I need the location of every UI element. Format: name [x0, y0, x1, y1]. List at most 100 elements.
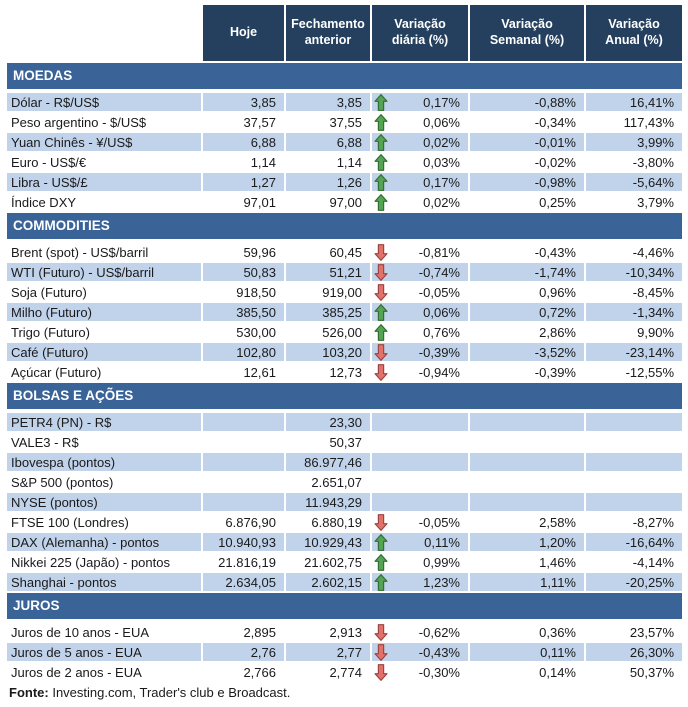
table-row: DAX (Alemanha) - pontos 10.940,93 10.929,4…	[7, 533, 682, 551]
cell-variacao-diaria: 0,02%	[372, 133, 470, 151]
cell-hoje: 97,01	[203, 193, 286, 211]
row-label: PETR4 (PN) - R$	[7, 413, 203, 431]
row-label: Dólar - R$/US$	[7, 93, 203, 111]
cell-variacao-anual: -1,34%	[586, 303, 682, 321]
cell-variacao-anual: 3,79%	[586, 193, 682, 211]
variacao-diaria-value: -0,74%	[418, 264, 460, 280]
cell-fechamento-anterior: 97,00	[286, 193, 372, 211]
cell-variacao-diaria: -0,05%	[372, 513, 470, 531]
cell-variacao-diaria: -0,39%	[372, 343, 470, 361]
row-label: Brent (spot) - US$/barril	[7, 243, 203, 261]
cell-fechamento-anterior: 919,00	[286, 283, 372, 301]
cell-hoje: 1,14	[203, 153, 286, 171]
table-row: NYSE (pontos) 11.943,29	[7, 493, 682, 511]
table-header-row: Hoje Fechamento anterior Variação diária…	[7, 5, 682, 61]
header-variacao-semanal: Variação Semanal (%)	[470, 5, 586, 61]
cell-variacao-anual: 3,99%	[586, 133, 682, 151]
source-label: Fonte:	[9, 685, 49, 700]
table-row: Trigo (Futuro) 530,00 526,00 0,76% 2,86% 9,90…	[7, 323, 682, 341]
cell-variacao-semanal: -0,39%	[470, 363, 586, 381]
header-fechamento-anterior: Fechamento anterior	[286, 5, 372, 61]
row-label: VALE3 - R$	[7, 433, 203, 451]
trend-indicator	[374, 363, 388, 381]
up-arrow-icon	[374, 173, 388, 191]
trend-indicator	[374, 533, 388, 551]
table-row: Soja (Futuro) 918,50 919,00 -0,05% 0,96% -8,4…	[7, 283, 682, 301]
trend-indicator	[374, 193, 388, 211]
down-arrow-icon	[374, 513, 388, 531]
table-row: Juros de 5 anos - EUA 2,76 2,77 -0,43% 0,11%…	[7, 643, 682, 661]
row-label: FTSE 100 (Londres)	[7, 513, 203, 531]
up-arrow-icon	[374, 533, 388, 551]
up-arrow-icon	[374, 553, 388, 571]
cell-variacao-diaria: -0,30%	[372, 663, 470, 681]
cell-fechamento-anterior: 60,45	[286, 243, 372, 261]
cell-variacao-anual: -20,25%	[586, 573, 682, 591]
row-label: Juros de 2 anos - EUA	[7, 663, 203, 681]
cell-hoje: 50,83	[203, 263, 286, 281]
cell-fechamento-anterior: 37,55	[286, 113, 372, 131]
row-label: Juros de 5 anos - EUA	[7, 643, 203, 661]
table-row: Açúcar (Futuro) 12,61 12,73 -0,94% -0,39% -12…	[7, 363, 682, 381]
cell-fechamento-anterior: 1,26	[286, 173, 372, 191]
cell-variacao-anual: -12,55%	[586, 363, 682, 381]
variacao-diaria-value: -0,05%	[418, 514, 460, 530]
cell-variacao-anual	[586, 413, 682, 431]
section-header-commodities: COMMODITIES	[7, 213, 682, 239]
row-label: Libra - US$/£	[7, 173, 203, 191]
cell-variacao-semanal	[470, 453, 586, 471]
cell-hoje	[203, 413, 286, 431]
trend-indicator	[374, 454, 388, 471]
cell-variacao-diaria: -0,43%	[372, 643, 470, 661]
table-row: Dólar - R$/US$ 3,85 3,85 0,17% -0,88% 16,41%	[7, 93, 682, 111]
cell-variacao-semanal: -0,43%	[470, 243, 586, 261]
cell-variacao-semanal	[470, 473, 586, 491]
cell-variacao-anual: -8,45%	[586, 283, 682, 301]
cell-variacao-semanal	[470, 413, 586, 431]
table-row: Ibovespa (pontos) 86.977,46	[7, 453, 682, 471]
down-arrow-icon	[374, 623, 388, 641]
trend-indicator	[374, 414, 388, 431]
cell-hoje: 2,766	[203, 663, 286, 681]
variacao-diaria-value: 0,06%	[423, 114, 460, 130]
section-header-moedas: MOEDAS	[7, 63, 682, 89]
cell-variacao-anual	[586, 473, 682, 491]
row-label: Juros de 10 anos - EUA	[7, 623, 203, 641]
cell-variacao-diaria: 0,76%	[372, 323, 470, 341]
cell-variacao-semanal: -0,98%	[470, 173, 586, 191]
cell-hoje: 2.634,05	[203, 573, 286, 591]
row-label: Nikkei 225 (Japão) - pontos	[7, 553, 203, 571]
up-arrow-icon	[374, 193, 388, 211]
cell-variacao-anual: -16,64%	[586, 533, 682, 551]
trend-indicator	[374, 474, 388, 491]
table-row: Brent (spot) - US$/barril 59,96 60,45 -0,81…	[7, 243, 682, 261]
variacao-diaria-value: 0,11%	[424, 534, 460, 550]
table-row: Juros de 2 anos - EUA 2,766 2,774 -0,30% 0,1…	[7, 663, 682, 681]
cell-variacao-anual: 23,57%	[586, 623, 682, 641]
cell-variacao-anual: 50,37%	[586, 663, 682, 681]
cell-variacao-anual	[586, 493, 682, 511]
trend-indicator	[374, 434, 388, 451]
cell-fechamento-anterior: 6.880,19	[286, 513, 372, 531]
cell-variacao-anual: -3,80%	[586, 153, 682, 171]
table-row: Shanghai - pontos 2.634,05 2.602,15 1,23% 1,…	[7, 573, 682, 591]
cell-variacao-anual	[586, 433, 682, 451]
up-arrow-icon	[374, 573, 388, 591]
cell-variacao-diaria	[372, 433, 470, 451]
variacao-diaria-value: 0,17%	[423, 174, 460, 190]
cell-hoje: 3,85	[203, 93, 286, 111]
cell-fechamento-anterior: 103,20	[286, 343, 372, 361]
cell-hoje: 10.940,93	[203, 533, 286, 551]
row-label: Trigo (Futuro)	[7, 323, 203, 341]
cell-variacao-semanal: 1,20%	[470, 533, 586, 551]
cell-variacao-diaria: 0,06%	[372, 113, 470, 131]
down-arrow-icon	[374, 283, 388, 301]
cell-variacao-diaria: -0,62%	[372, 623, 470, 641]
trend-indicator	[374, 513, 388, 531]
variacao-diaria-value: 0,06%	[423, 304, 460, 320]
cell-hoje: 12,61	[203, 363, 286, 381]
table-row: Nikkei 225 (Japão) - pontos 21.816,19 21.6…	[7, 553, 682, 571]
cell-hoje	[203, 453, 286, 471]
down-arrow-icon	[374, 243, 388, 261]
cell-fechamento-anterior: 2,774	[286, 663, 372, 681]
